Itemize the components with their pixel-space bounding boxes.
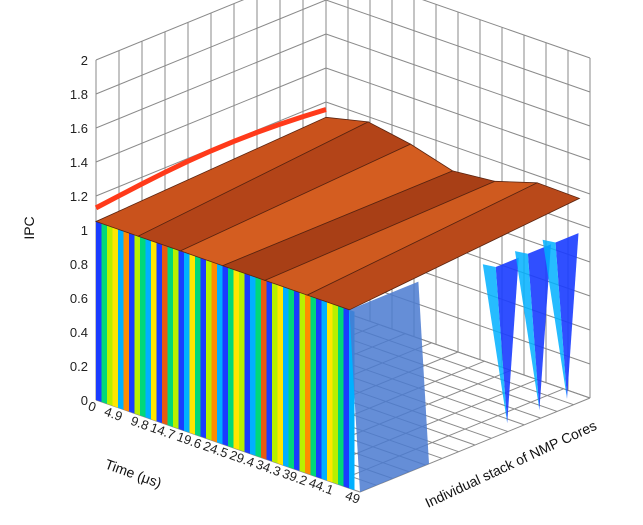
surface-front-strip <box>145 238 151 420</box>
surface-side-face <box>349 281 429 492</box>
z-tick-label: 0.4 <box>70 325 88 340</box>
surface-front-strip <box>118 229 124 410</box>
surface-valley <box>495 257 519 424</box>
surface-valley-face <box>542 239 567 399</box>
surface-front-strip <box>228 267 234 448</box>
surface-valley-face <box>515 251 540 411</box>
surface-top-band <box>306 182 581 311</box>
surface-valley <box>527 244 551 411</box>
surface-front-strip <box>299 292 305 473</box>
surface-front-strip <box>338 305 344 487</box>
surface-front-strip <box>140 236 146 418</box>
time-tick-label: 49 <box>343 488 362 507</box>
surface-front-strip <box>123 231 129 412</box>
surface-front-strip <box>327 302 333 483</box>
surface-front-strip <box>316 298 322 479</box>
z-tick-label: 1 <box>81 223 88 238</box>
surface-front-strip <box>310 296 316 477</box>
surface-valley <box>555 233 579 399</box>
surface-front-strip <box>178 250 184 431</box>
surface-front-strip <box>156 242 162 423</box>
surface-front-strip <box>134 234 140 416</box>
surface-front-strip <box>101 223 107 404</box>
z-tick-label: 0 <box>81 393 88 408</box>
surface-front-strip <box>107 225 113 406</box>
surface-ridge <box>94 107 327 211</box>
surface-front-strip <box>261 279 267 460</box>
surface-front-strip <box>189 254 195 435</box>
surface-plot <box>94 107 581 492</box>
time-tick-label: 9.8 <box>129 413 151 433</box>
surface-front-strip <box>129 233 135 414</box>
surface-front-strip <box>288 288 294 469</box>
surface-front-strip <box>211 261 217 443</box>
surface-front-strip <box>173 248 179 429</box>
z-tick-label: 2 <box>81 53 88 68</box>
time-tick-label: 4.9 <box>102 404 124 424</box>
surface-front-strip <box>343 307 349 489</box>
surface-front-strip <box>244 273 250 454</box>
surface-front-strip <box>112 227 118 408</box>
surface-front-strip <box>96 221 102 402</box>
z-tick-label: 1.6 <box>70 121 88 136</box>
surface-front-strip <box>294 290 300 471</box>
z-tick-label: 0.8 <box>70 257 88 272</box>
surface-front-strip <box>255 277 261 458</box>
surface-front-strip <box>250 275 256 456</box>
surface-front-strip <box>272 282 278 464</box>
time-axis-title: Time (μs) <box>103 456 164 491</box>
surface-front-strip <box>277 284 283 466</box>
surface-valley-face <box>482 264 508 424</box>
surface-front-strip <box>184 252 190 433</box>
surface-front-strip <box>167 246 173 427</box>
surface-front-strip <box>217 263 223 445</box>
surface-front-strip <box>233 269 239 450</box>
surface-front-strip <box>195 256 201 437</box>
surface-front-strip <box>266 280 272 462</box>
z-axis-ticks: 0 0.2 0.4 0.6 0.8 1 1.2 1.4 1.6 1.8 2 <box>70 53 88 408</box>
surface-front-strip <box>162 244 168 425</box>
z-tick-label: 0.6 <box>70 291 88 306</box>
surface-front-strip <box>305 294 311 475</box>
surface-front-strip <box>151 240 157 422</box>
z-tick-label: 1.8 <box>70 87 88 102</box>
z-tick-label: 0.2 <box>70 359 88 374</box>
time-tick-label: 0 <box>86 398 98 415</box>
surface-front-strip <box>283 286 289 468</box>
z-tick-label: 1.4 <box>70 155 88 170</box>
surface-front-strip <box>206 259 212 441</box>
surface-front-strip <box>321 300 327 481</box>
z-axis-title: IPC <box>21 216 37 239</box>
surface-front-strip <box>200 257 206 439</box>
cores-axis-title: Individual stack of NMP Cores <box>423 417 599 511</box>
surface-front-strip <box>239 271 245 452</box>
surface-front-strip <box>222 265 228 446</box>
surface-front-strip <box>332 303 338 485</box>
z-tick-label: 1.2 <box>70 189 88 204</box>
